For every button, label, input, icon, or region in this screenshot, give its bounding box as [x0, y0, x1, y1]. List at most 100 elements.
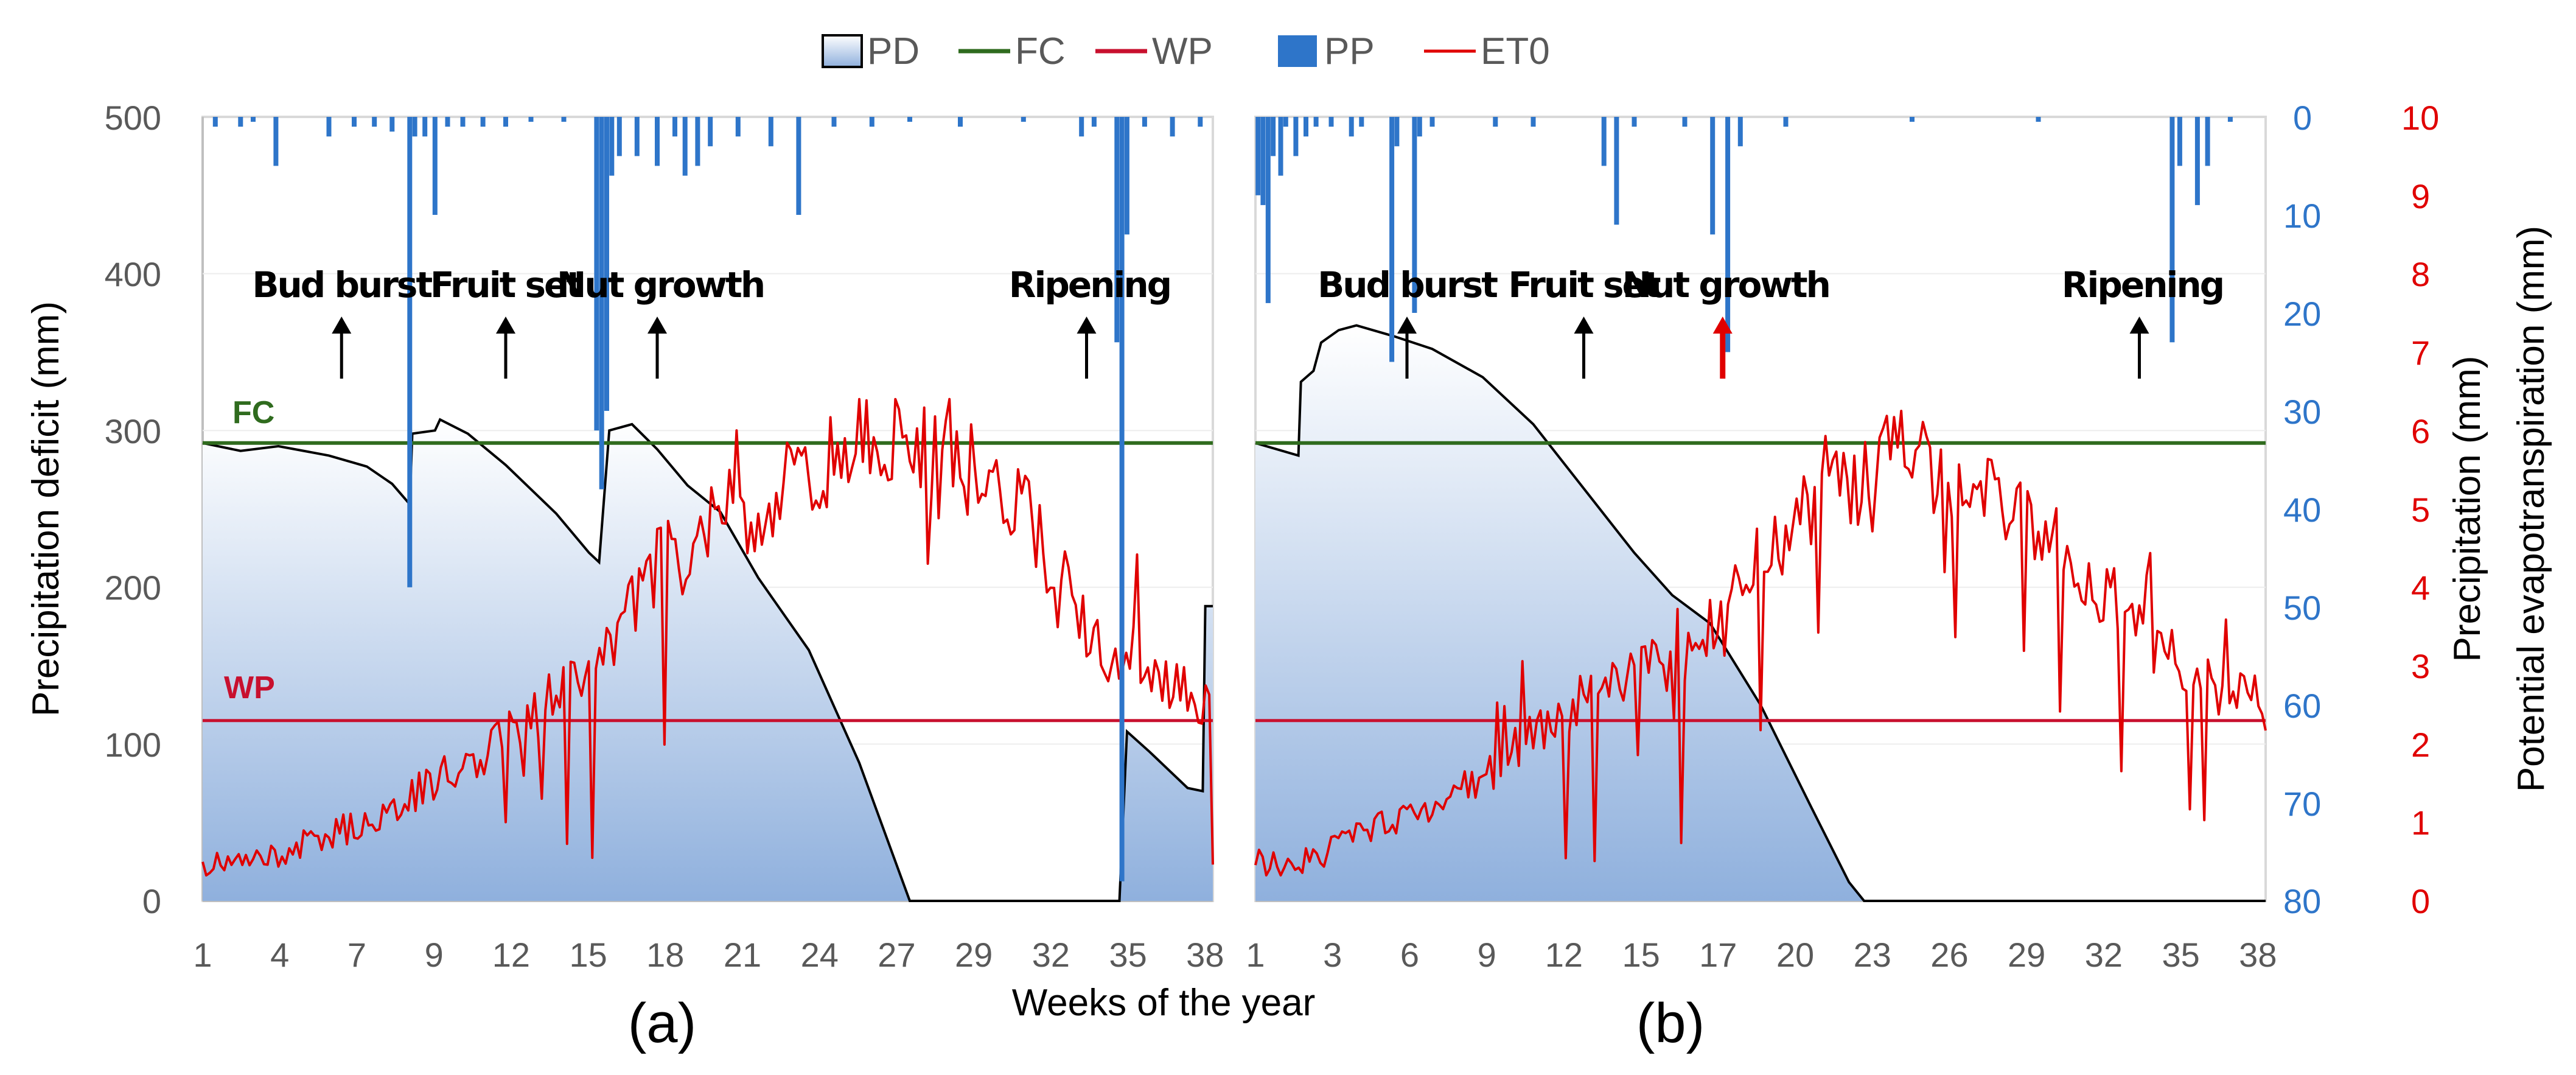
precip-bar	[2194, 117, 2200, 205]
x-tick: 17	[1699, 936, 1737, 974]
legend-swatch-pd	[822, 34, 863, 68]
precip-bar	[1293, 117, 1299, 156]
et0-tick: 5	[2411, 491, 2430, 529]
y-left-tick: 500	[105, 99, 161, 137]
et0-tick: 7	[2411, 334, 2430, 372]
precip-bar	[1091, 117, 1097, 127]
stage-arrow-head	[1397, 317, 1417, 334]
x-tick: 38	[2239, 936, 2277, 974]
et0-axis-ticks: 0 1 2 3 4 5 6 7 8 9 10	[2401, 99, 2439, 920]
precip-bar	[389, 117, 395, 132]
stage-arrow-head	[1574, 317, 1594, 334]
x-tick: 3	[1323, 936, 1342, 974]
stage-arrow-head	[1077, 317, 1097, 334]
x-tick: 38	[1186, 936, 1224, 974]
legend-item-pd: PD	[822, 30, 920, 72]
precip-bar	[1429, 117, 1435, 127]
precip-bar	[326, 117, 332, 137]
precip-bar	[212, 117, 218, 127]
precip-bar	[609, 117, 615, 176]
precip-bar	[1614, 117, 1619, 225]
et0-tick: 6	[2411, 412, 2430, 450]
et0-tick: 4	[2411, 569, 2430, 607]
precip-bar	[1493, 117, 1498, 127]
precip-bar	[1710, 117, 1716, 235]
panel-a-label: (a)	[628, 992, 696, 1054]
precip-bar	[634, 117, 640, 156]
precip-bar	[1412, 117, 1417, 313]
stage-arrow-head	[496, 317, 515, 334]
et0-line	[1254, 410, 2267, 877]
precip-bar	[1079, 117, 1084, 137]
x-tick: 20	[1776, 936, 1814, 974]
precip-bar	[1682, 117, 1688, 127]
wp-label: WP	[224, 670, 275, 706]
legend-item-et0: ET0	[1424, 30, 1550, 72]
x-tick: 24	[801, 936, 839, 974]
stage-label: Fruit set	[1508, 264, 1660, 306]
precip-tick: 30	[2283, 393, 2321, 431]
precip-bar	[682, 117, 688, 176]
x-tick: 1	[193, 936, 212, 974]
stage-label: Bud burst	[1318, 264, 1498, 306]
precip-tick: 70	[2283, 785, 2321, 823]
precip-bar	[273, 117, 279, 166]
precip-bar	[695, 117, 700, 166]
precip-bar	[432, 117, 438, 215]
y-left-axis-title: Precipitation deficit (mm)	[25, 301, 67, 716]
precip-tick: 0	[2293, 99, 2312, 137]
precip-axis-ticks: 0 10 20 30 40 50 60 70 80	[2283, 99, 2321, 920]
precip-bar	[1021, 117, 1026, 122]
precip-bar	[1632, 117, 1637, 127]
precip-bar	[616, 117, 622, 156]
y-left-tick: 0	[142, 882, 161, 920]
x-tick: 27	[878, 936, 915, 974]
precip-bar	[1198, 117, 1203, 127]
precip-bar	[958, 117, 963, 127]
precip-bar	[460, 117, 466, 127]
precip-bar	[1271, 117, 1276, 156]
precip-bar	[1255, 117, 1261, 195]
precip-bar	[2036, 117, 2041, 122]
x-tick: 9	[425, 936, 444, 974]
precip-bar	[869, 117, 874, 127]
et0-tick: 9	[2411, 177, 2430, 215]
y-left-tick: 100	[105, 726, 161, 764]
y-left-tick: 200	[105, 569, 161, 607]
precip-bar	[1601, 117, 1607, 166]
x-tick: 23	[1854, 936, 1891, 974]
y-right-precip-axis-title: Precipitation (mm)	[2446, 356, 2488, 662]
x-tick: 18	[646, 936, 684, 974]
y-right-et0-axis-title: Potential evapotranspiration (mm)	[2510, 226, 2552, 792]
precip-bar	[251, 117, 256, 122]
precip-bar	[1170, 117, 1175, 137]
stage-label: Ripening	[1009, 264, 1170, 306]
precip-bar	[1278, 117, 1283, 176]
precip-bar	[1119, 117, 1125, 881]
precip-bar	[831, 117, 837, 127]
legend-item-pp: PP	[1278, 30, 1375, 72]
x-axis-title: Weeks of the year	[1012, 982, 1316, 1024]
precip-bar	[604, 117, 609, 411]
stage-label: Fruit set	[430, 264, 582, 306]
x-tick: 29	[2008, 936, 2045, 974]
et0-tick: 10	[2401, 99, 2439, 137]
stage-arrow-head	[647, 317, 667, 334]
et0-tick: 2	[2411, 726, 2430, 764]
x-tick: 12	[1545, 936, 1583, 974]
precip-bar	[1737, 117, 1743, 147]
legend-label-wp: WP	[1152, 30, 1213, 72]
legend-label-pd: PD	[867, 30, 920, 72]
precip-bar	[2205, 117, 2210, 166]
precip-bar	[372, 117, 377, 127]
precip-bar	[1349, 117, 1354, 137]
precip-tick: 60	[2283, 687, 2321, 725]
precip-bar	[422, 117, 428, 137]
precip-bar	[1328, 117, 1334, 127]
x-tick: 12	[492, 936, 530, 974]
precip-bar	[407, 117, 413, 587]
precip-bar	[599, 117, 604, 489]
precip-bar	[1394, 117, 1400, 147]
precip-bar	[480, 117, 486, 127]
